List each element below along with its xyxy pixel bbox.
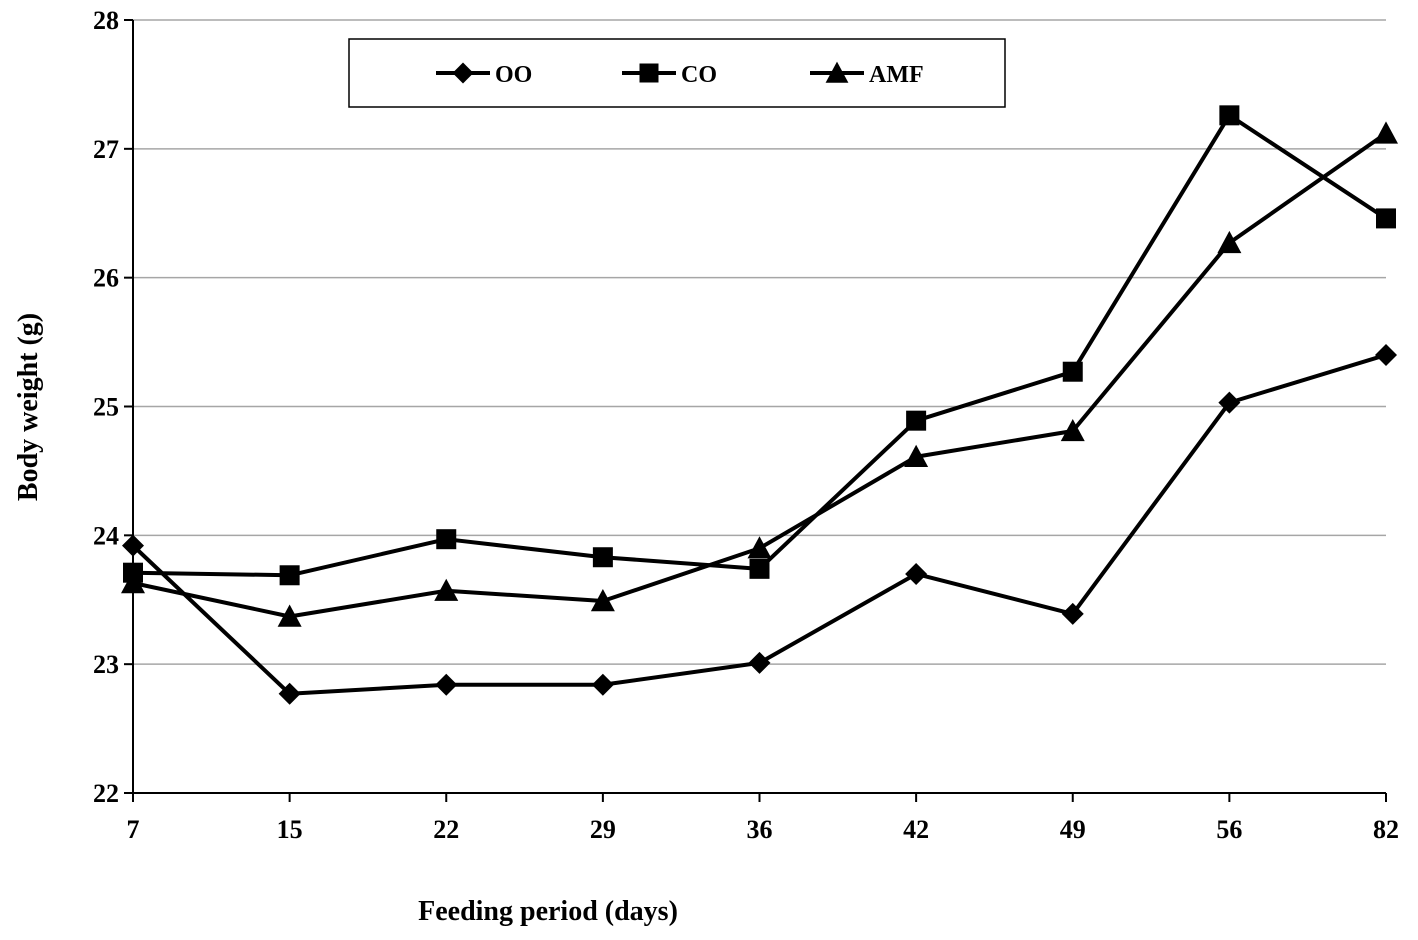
gridlines [133, 19, 1386, 665]
point-amf-42 [904, 444, 929, 467]
y-tick-label: 26 [93, 264, 119, 293]
point-amf-36 [747, 536, 772, 559]
legend-item-co: CO [622, 62, 717, 88]
legend-label-amf: AMF [869, 62, 924, 88]
x-axis-title: Feeding period (days) [418, 896, 678, 927]
point-co-42 [906, 410, 927, 431]
point-amf-29 [590, 589, 615, 612]
series-amf [121, 121, 1398, 627]
series-line-co [132, 113, 1388, 578]
legend-label-co: CO [681, 62, 717, 88]
point-amf-56 [1217, 230, 1242, 254]
point-amf-82 [1374, 121, 1398, 144]
legend-marker-co [639, 63, 659, 83]
point-co-29 [592, 547, 613, 568]
y-tick-label: 24 [93, 521, 119, 550]
series-oo [122, 343, 1397, 705]
point-oo-22 [435, 673, 458, 696]
y-tick-label: 27 [93, 135, 119, 164]
y-tick-label: 22 [93, 779, 119, 808]
y-tick-label: 23 [93, 650, 119, 679]
point-amf-22 [434, 578, 459, 601]
legend-marker-oo [452, 62, 474, 84]
y-tick-label: 25 [93, 393, 119, 422]
legend-item-oo: OO [436, 62, 532, 88]
x-tick-label: 7 [127, 815, 140, 844]
point-co-82 [1376, 208, 1396, 229]
point-amf-15 [277, 604, 302, 627]
x-tick-label: 36 [747, 815, 773, 844]
axes: 22 23 24 25 26 27 28 7 15 22 29 36 42 49 56 82 [93, 6, 1399, 844]
point-oo-7 [122, 534, 144, 557]
legend-label-oo: OO [495, 62, 532, 88]
y-tick-label: 28 [93, 6, 119, 35]
point-co-56 [1219, 105, 1240, 126]
x-tick-label: 82 [1373, 815, 1399, 844]
legend: OO CO AMF [348, 38, 1006, 108]
point-oo-49 [1061, 602, 1084, 625]
point-oo-82 [1375, 343, 1397, 366]
x-tick-label: 15 [277, 815, 303, 844]
point-oo-42 [905, 562, 928, 585]
point-oo-36 [748, 651, 771, 674]
point-oo-56 [1218, 391, 1241, 414]
point-co-22 [436, 529, 457, 550]
x-tick-label: 42 [903, 815, 929, 844]
point-co-49 [1062, 361, 1083, 382]
legend-item-amf: AMF [810, 61, 924, 88]
point-oo-15 [278, 682, 301, 705]
x-tick-label: 49 [1060, 815, 1086, 844]
point-co-36 [749, 558, 770, 579]
legend-marker-amf [825, 61, 849, 83]
series-co [123, 105, 1396, 586]
point-amf-49 [1060, 418, 1085, 442]
y-axis-title: Body weight (g) [13, 313, 44, 501]
x-tick-label: 56 [1216, 815, 1242, 844]
point-oo-29 [591, 673, 614, 696]
x-tick-label: 29 [590, 815, 616, 844]
point-amf-7 [121, 571, 145, 594]
point-co-15 [279, 565, 300, 586]
x-tick-label: 22 [433, 815, 459, 844]
series-lines [121, 105, 1398, 705]
